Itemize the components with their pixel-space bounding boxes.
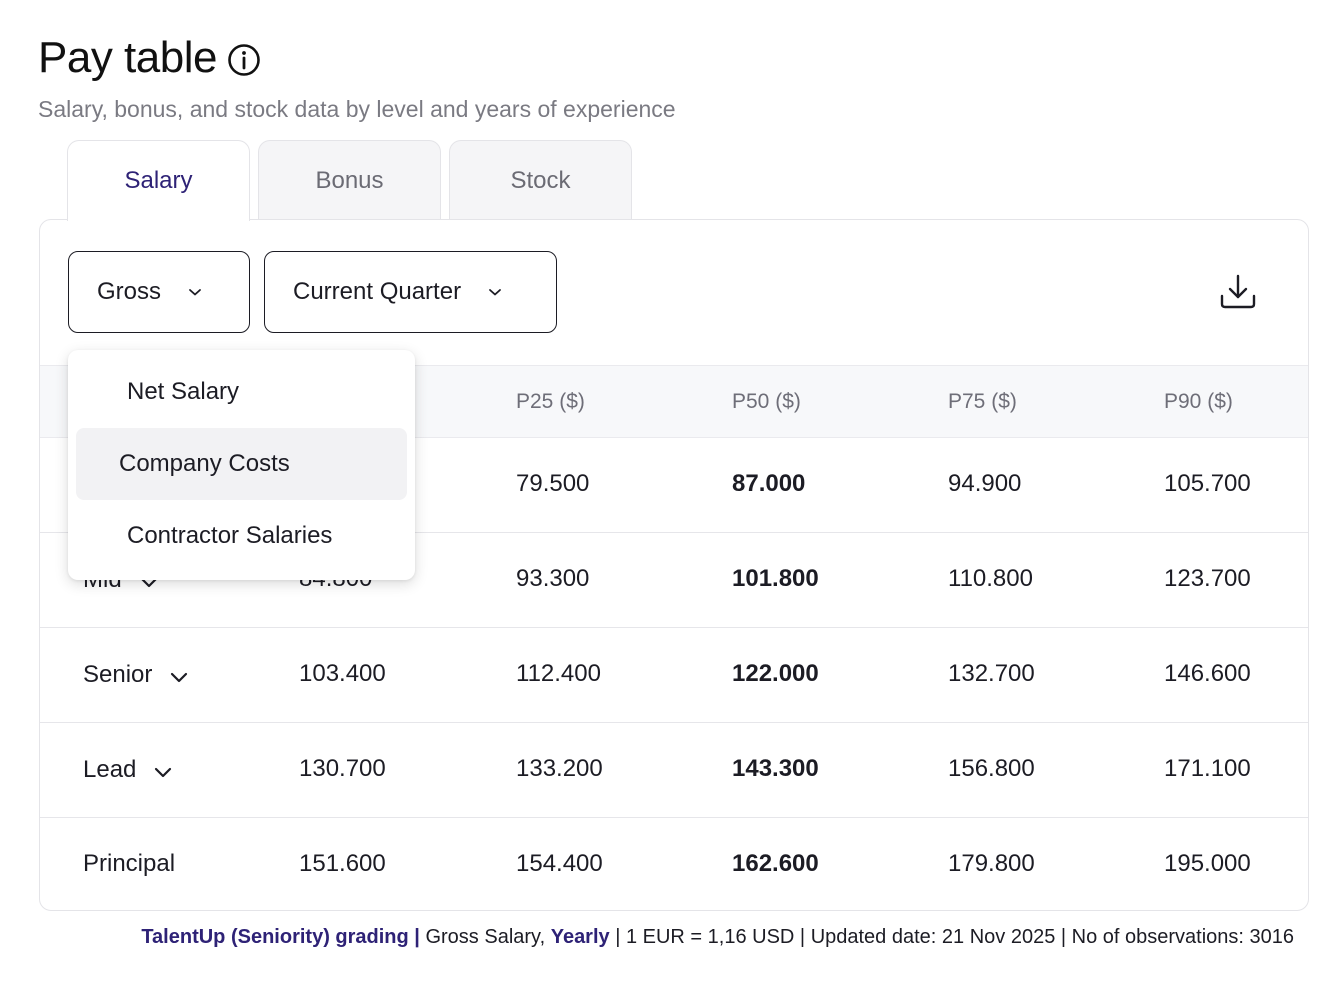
cell-p50: 122.000	[732, 660, 819, 687]
chevron-down-icon	[155, 767, 172, 777]
period-select[interactable]: Current Quarter	[264, 251, 557, 333]
level-label: Senior	[83, 661, 153, 688]
cell-p50: 143.300	[732, 755, 819, 782]
cell-p75: 156.800	[948, 755, 1035, 782]
cell-p50: 101.800	[732, 565, 819, 592]
cell-p25: 93.300	[516, 565, 590, 592]
footer-details: | 1 EUR = 1,16 USD | Updated date: 21 No…	[615, 926, 1294, 948]
cell-p25: 112.400	[516, 660, 601, 687]
info-circle-icon[interactable]	[227, 43, 261, 77]
cell-p50: 87.000	[732, 470, 806, 497]
table-row: Senior 103.400 112.400 122.000 132.700 1…	[40, 628, 1308, 723]
cell-p90: 195.000	[1164, 850, 1251, 877]
cell-p25: 154.400	[516, 850, 603, 877]
salary-type-dropdown-menu: Net Salary Company Costs Contractor Sala…	[68, 350, 415, 580]
tab-stock[interactable]: Stock	[449, 140, 632, 220]
footer-salary-type: Gross Salary,	[425, 926, 546, 948]
cell-p10: 103.400	[299, 660, 386, 687]
chevron-down-icon	[140, 577, 157, 587]
cell-p25: 133.200	[516, 755, 603, 782]
cell-p75: 132.700	[948, 660, 1035, 687]
column-header-p90[interactable]: P90 ($)	[1164, 390, 1233, 413]
table-row: 79.500 87.000 94.900 105.700	[40, 438, 1308, 533]
download-icon[interactable]	[1218, 272, 1258, 312]
level-toggle-lead[interactable]: Lead	[83, 723, 172, 817]
chevron-down-icon	[489, 289, 501, 296]
cell-p50: 162.600	[732, 850, 819, 877]
dropdown-option-company-costs[interactable]: Company Costs	[76, 428, 407, 500]
level-label-principal: Principal	[83, 850, 176, 877]
cell-p75: 179.800	[948, 850, 1035, 877]
filter-controls: Gross Current Quarter	[68, 251, 557, 333]
grading-link[interactable]: TalentUp (Seniority) grading |	[141, 926, 420, 948]
level-label: Lead	[83, 756, 137, 783]
page-title: Pay table	[38, 33, 217, 82]
pay-table-card: Gross Current Quarter P25 ($) P50 ($) P7…	[39, 219, 1309, 911]
chevron-down-icon	[171, 672, 188, 682]
page-header: Pay table Salary, bonus, and stock data …	[38, 30, 676, 123]
cell-p75: 94.900	[948, 470, 1022, 497]
frequency-link[interactable]: Yearly	[550, 926, 610, 948]
cell-p10: 130.700	[299, 755, 386, 782]
level-toggle-senior[interactable]: Senior	[83, 628, 188, 722]
chevron-down-icon	[189, 289, 201, 296]
cell-p75: 110.800	[948, 565, 1033, 592]
cell-p90: 123.700	[1164, 565, 1251, 592]
cell-p90: 105.700	[1164, 470, 1251, 497]
cell-p90: 171.100	[1164, 755, 1251, 782]
period-value: Current Quarter	[293, 278, 462, 305]
table-row: Principal 151.600 154.400 162.600 179.80…	[40, 818, 1308, 910]
tab-salary[interactable]: Salary	[67, 140, 250, 221]
column-header-p75[interactable]: P75 ($)	[948, 390, 1017, 413]
cell-p25: 79.500	[516, 470, 590, 497]
cell-p90: 146.600	[1164, 660, 1251, 687]
salary-type-value: Gross	[97, 278, 162, 305]
dropdown-option-contractor-salaries[interactable]: Contractor Salaries	[127, 522, 333, 549]
dropdown-option-net-salary[interactable]: Net Salary	[127, 378, 240, 405]
tab-bonus[interactable]: Bonus	[258, 140, 441, 220]
salary-type-select[interactable]: Gross	[68, 251, 250, 333]
column-header-p50[interactable]: P50 ($)	[732, 390, 801, 413]
cell-p10: 151.600	[299, 850, 386, 877]
title-row: Pay table	[38, 30, 676, 86]
table-row: Lead 130.700 133.200 143.300 156.800 171…	[40, 723, 1308, 818]
column-header-p25[interactable]: P25 ($)	[516, 390, 585, 413]
tab-bar: Salary Bonus Stock	[67, 140, 632, 221]
page-subtitle: Salary, bonus, and stock data by level a…	[38, 96, 676, 122]
table-footer: TalentUp (Seniority) grading | Gross Sal…	[141, 926, 1294, 949]
